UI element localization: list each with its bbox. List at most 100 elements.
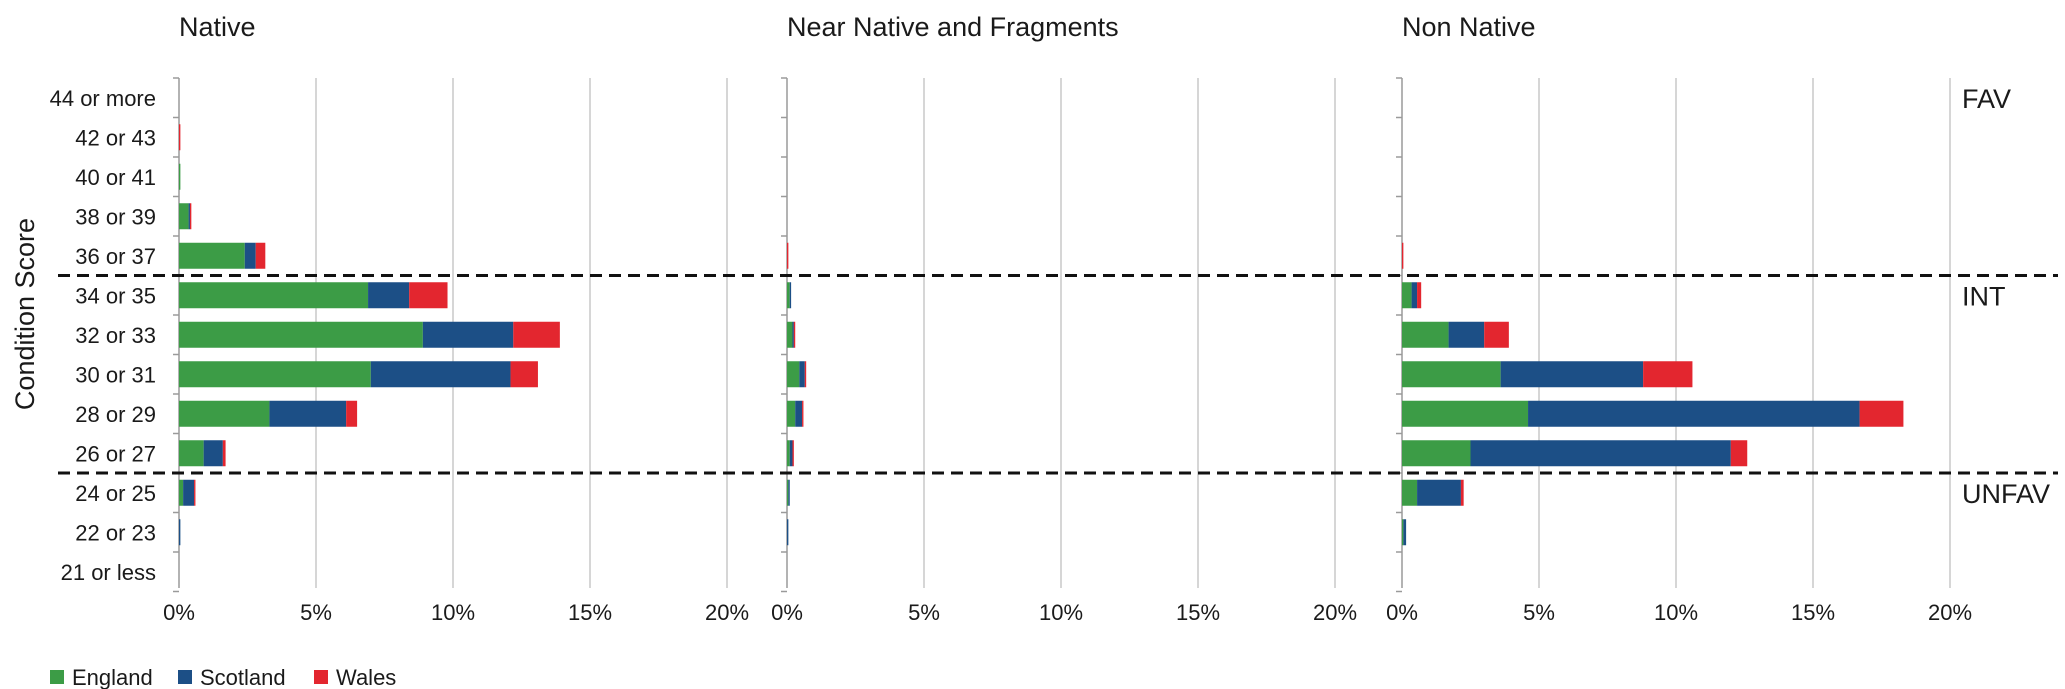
x-tick-label: 5% <box>300 600 332 625</box>
zone-layer: FAV INT UNFAV <box>58 84 2058 509</box>
panel-title: Non Native <box>1402 12 1536 42</box>
bar-wales-36-or-37 <box>255 242 266 269</box>
bar-scotland-32-or-33 <box>422 321 514 348</box>
bar-scotland-28-or-29 <box>1528 400 1860 427</box>
category-label: 40 or 41 <box>75 165 156 190</box>
zone-label-unfav: UNFAV <box>1962 479 2050 509</box>
panel-native: Native 0% 5% 10% 15% 20% <box>163 12 749 625</box>
legend-swatch <box>314 670 328 684</box>
x-tick-label: 15% <box>1791 600 1835 625</box>
bar-wales-34-or-35 <box>1417 282 1422 309</box>
bar-scotland-32-or-33 <box>1448 321 1485 348</box>
category-label: 36 or 37 <box>75 244 156 269</box>
bar-england-26-or-27 <box>179 440 204 467</box>
category-label: 30 or 31 <box>75 362 156 387</box>
x-tick-label: 15% <box>568 600 612 625</box>
bar-scotland-30-or-31 <box>1500 361 1644 388</box>
category-labels: 44 or more 42 or 43 40 or 41 38 or 39 36 or … <box>50 86 156 585</box>
bar-wales-36-or-37 <box>1402 242 1404 269</box>
bar-england-34-or-35 <box>787 282 790 309</box>
bar-scotland-28-or-29 <box>795 400 803 427</box>
bar-england-24-or-25 <box>787 479 789 506</box>
bar-scotland-24-or-25 <box>183 479 195 506</box>
bar-scotland-36-or-37 <box>244 242 256 269</box>
bar-scotland-28-or-29 <box>269 400 347 427</box>
bar-scotland-24-or-25 <box>788 479 790 506</box>
x-tick-label: 0% <box>163 600 195 625</box>
bar-england-32-or-33 <box>1402 321 1449 348</box>
bar-wales-32-or-33 <box>1484 321 1509 348</box>
bar-scotland-22-or-23 <box>1403 519 1407 546</box>
legend-label: Wales <box>336 665 396 689</box>
legend-item-scotland: Scotland <box>178 665 286 689</box>
bar-england-40-or-41 <box>179 163 181 190</box>
category-label: 22 or 23 <box>75 520 156 545</box>
bar-wales-24-or-25 <box>194 479 196 506</box>
zone-label-fav: FAV <box>1962 84 2011 114</box>
legend-label: England <box>72 665 153 689</box>
bar-scotland-26-or-27 <box>203 440 223 467</box>
bar-scotland-30-or-31 <box>799 361 805 388</box>
bar-england-30-or-31 <box>787 361 800 388</box>
bar-england-36-or-37 <box>179 242 245 269</box>
bar-england-24-or-25 <box>179 479 184 506</box>
category-label: 28 or 29 <box>75 402 156 427</box>
bar-england-28-or-29 <box>179 400 270 427</box>
bar-wales-42-or-43 <box>179 124 181 151</box>
bar-scotland-34-or-35 <box>368 282 410 309</box>
bar-wales-30-or-31 <box>804 361 807 388</box>
panel-near-native-and-fragments: Near Native and Fragments 0% 5% 10% 15% 20% <box>771 12 1357 625</box>
x-tick-label: 10% <box>1654 600 1698 625</box>
legend-swatch <box>178 670 192 684</box>
bar-england-30-or-31 <box>1402 361 1501 388</box>
bar-scotland-22-or-23 <box>179 519 181 546</box>
bar-wales-30-or-31 <box>510 361 538 388</box>
bar-scotland-38-or-39 <box>188 203 190 230</box>
bar-scotland-34-or-35 <box>789 282 792 309</box>
bar-scotland-34-or-35 <box>1411 282 1418 309</box>
bar-england-28-or-29 <box>1402 400 1529 427</box>
legend-label: Scotland <box>200 665 286 689</box>
x-tick-label: 10% <box>1039 600 1083 625</box>
bar-wales-32-or-33 <box>513 321 560 348</box>
zone-label-int: INT <box>1962 281 2006 311</box>
bar-wales-30-or-31 <box>1643 361 1693 388</box>
bar-wales-26-or-27 <box>792 440 794 467</box>
bar-england-22-or-23 <box>1402 519 1404 546</box>
category-label: 32 or 33 <box>75 323 156 348</box>
category-label: 21 or less <box>61 560 156 585</box>
x-tick-label: 15% <box>1176 600 1220 625</box>
bar-wales-28-or-29 <box>346 400 358 427</box>
bar-england-28-or-29 <box>787 400 796 427</box>
bar-wales-34-or-35 <box>409 282 448 309</box>
legend-item-england: England <box>50 665 153 689</box>
bar-wales-26-or-27 <box>1730 440 1748 467</box>
legend: England Scotland Wales <box>50 665 396 689</box>
bar-england-26-or-27 <box>1402 440 1471 467</box>
bar-england-26-or-27 <box>787 440 790 467</box>
bar-wales-28-or-29 <box>802 400 804 427</box>
x-tick-label: 20% <box>1313 600 1357 625</box>
category-label: 42 or 43 <box>75 125 156 150</box>
bar-england-30-or-31 <box>179 361 371 388</box>
bar-england-32-or-33 <box>787 321 793 348</box>
bar-wales-24-or-25 <box>1460 479 1464 506</box>
category-label: 44 or more <box>50 86 156 111</box>
bar-england-24-or-25 <box>1402 479 1418 506</box>
bar-scotland-26-or-27 <box>789 440 793 467</box>
category-label: 34 or 35 <box>75 283 156 308</box>
x-tick-label: 5% <box>908 600 940 625</box>
x-tick-label: 0% <box>1386 600 1418 625</box>
bar-wales-26-or-27 <box>222 440 226 467</box>
bar-scotland-22-or-23 <box>787 519 789 546</box>
x-tick-label: 20% <box>705 600 749 625</box>
x-tick-label: 20% <box>1928 600 1972 625</box>
panel-non-native: Non Native 0% 5% 10% 15% 20% <box>1386 12 1972 625</box>
category-label: 24 or 25 <box>75 481 156 506</box>
bar-england-34-or-35 <box>1402 282 1412 309</box>
category-label: 26 or 27 <box>75 441 156 466</box>
category-label: 38 or 39 <box>75 204 156 229</box>
bar-scotland-26-or-27 <box>1470 440 1731 467</box>
